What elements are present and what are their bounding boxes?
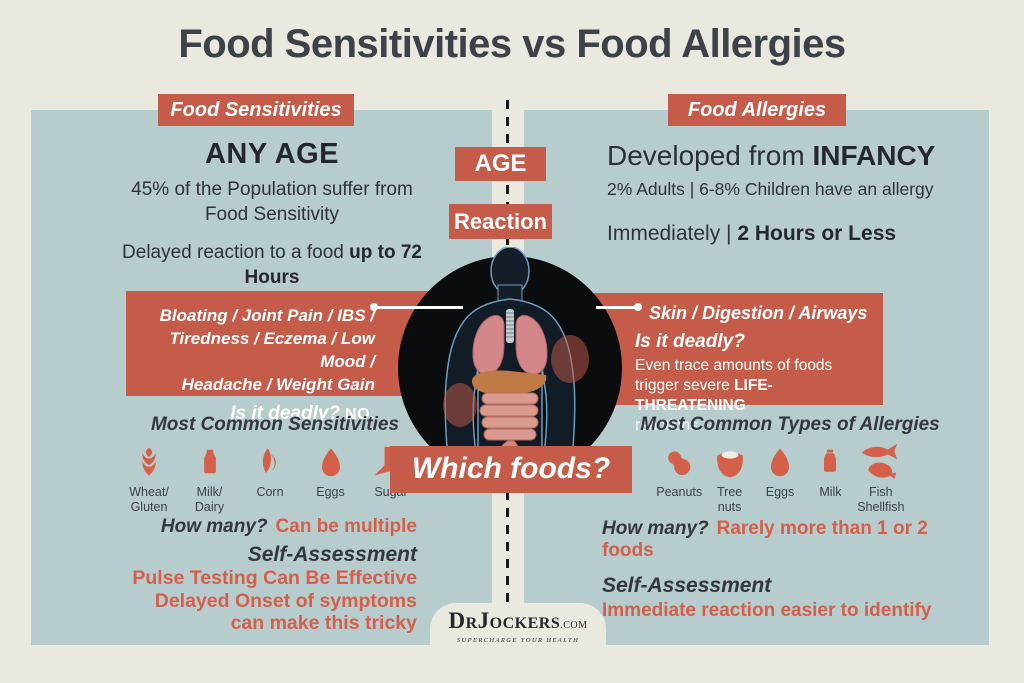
food-item-wheat: Wheat/Gluten <box>120 438 178 515</box>
common-sensitivities-heading: Most Common Sensitivities <box>150 414 400 435</box>
food-item-milk-allergy: Milk <box>805 438 855 515</box>
milk-bottle-icon <box>181 438 239 480</box>
food-item-peanuts: Peanuts <box>654 438 704 515</box>
logo-tagline: SUPERCHARGE YOUR HEALTH <box>456 637 580 644</box>
left-connector-dot <box>370 303 378 311</box>
right-connector-dot <box>634 303 642 311</box>
food-label: Milk/Dairy <box>194 485 225 514</box>
egg-icon <box>755 438 805 480</box>
wheat-icon <box>120 438 178 480</box>
food-item-milk-dairy: Milk/Dairy <box>181 438 239 515</box>
food-item-corn: Corn <box>241 438 299 515</box>
which-foods-banner: Which foods? <box>390 446 632 493</box>
allergy-reaction-time: Immediately | 2 Hours or Less <box>607 222 897 245</box>
peanut-icon <box>654 438 704 480</box>
food-label: Eggs <box>765 485 795 499</box>
reaction-label-box: Reaction <box>449 204 552 239</box>
egg-icon <box>302 438 360 480</box>
human-anatomy-illustration <box>443 247 589 479</box>
drjockers-logo: DrJockers.COM SUPERCHARGE YOUR HEALTH <box>430 603 606 647</box>
right-connector-line <box>596 306 636 309</box>
tree-nut-icon <box>704 438 754 480</box>
self-assessment-heading: Self-Assessment <box>247 543 417 566</box>
food-label: Fish Shellfish <box>857 485 905 514</box>
allergy-foods-row: Peanuts Tree nuts Eggs <box>654 438 906 515</box>
allergies-assessment-block: How many? Rarely more than 1 or 2 foods S… <box>602 518 982 623</box>
fish-shellfish-icon <box>856 438 906 480</box>
allergies-age-section: Developed from INFANCY 2% Adults | 6-8% … <box>607 140 967 246</box>
food-label: Eggs <box>316 485 345 499</box>
milk-bottle-icon <box>805 438 855 480</box>
food-label: Milk <box>819 485 842 499</box>
developed-from-heading: Developed from INFANCY <box>607 140 936 171</box>
food-item-eggs: Eggs <box>302 438 360 515</box>
page-title: Food Sensitivities vs Food Allergies <box>178 22 846 66</box>
sensitivities-age-section: ANY AGE 45% of the Population suffer fro… <box>92 138 452 315</box>
allergy-deadly-question: Is it deadly? <box>635 331 745 352</box>
food-item-tree-nuts: Tree nuts <box>704 438 754 515</box>
corn-icon <box>241 438 299 480</box>
sensitivities-assessment-block: How many? Can be multiple Self-Assessment… <box>100 516 417 635</box>
sensitivity-foods-row: Wheat/Gluten Milk/Dairy Corn <box>120 438 420 515</box>
sensitivity-deadly-line: Is it deadly? NO. <box>230 403 375 424</box>
how-many-line: How many? Rarely more than 1 or 2 foods <box>602 518 928 561</box>
food-allergies-badge: Food Allergies <box>668 94 846 126</box>
self-assessment-heading: Self-Assessment <box>602 574 772 597</box>
food-label: Peanuts <box>656 485 703 499</box>
allergy-stat: 2% Adults | 6-8% Children have an allerg… <box>607 179 934 199</box>
food-item-fish-shellfish: Fish Shellfish <box>856 438 906 515</box>
food-label: Tree nuts <box>716 485 743 514</box>
food-label: Wheat/Gluten <box>129 485 169 514</box>
food-item-eggs-allergy: Eggs <box>755 438 805 515</box>
sensitivity-stat: 45% of the Population suffer from Food S… <box>131 179 413 225</box>
food-label: Corn <box>256 485 284 499</box>
food-sensitivities-badge: Food Sensitivities <box>158 94 354 126</box>
common-allergies-heading: Most Common Types of Allergies <box>640 414 940 435</box>
age-label-box: AGE <box>455 147 546 181</box>
left-connector-line <box>377 306 463 309</box>
how-many-line: How many? Can be multiple <box>160 516 417 537</box>
any-age-heading: ANY AGE <box>204 138 340 170</box>
